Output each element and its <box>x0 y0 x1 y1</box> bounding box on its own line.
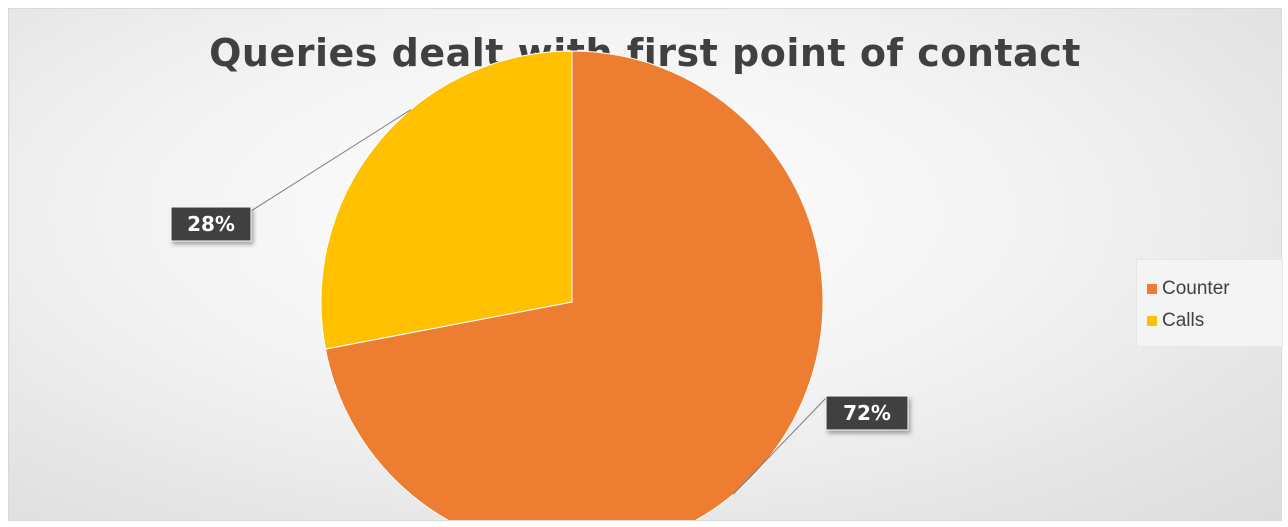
pie-slice-counter <box>324 50 824 520</box>
legend-item-counter: Counter <box>1147 277 1230 301</box>
legend-label-counter: Counter <box>1162 278 1230 299</box>
legend-item-calls: Calls <box>1147 309 1204 333</box>
data-label-calls: 28% <box>187 212 235 236</box>
chart-legend: Counter Calls <box>1136 259 1283 347</box>
chart-area: Queries dealt with first point of contac… <box>8 8 1283 521</box>
legend-swatch-counter <box>1147 284 1157 294</box>
leader-line-counter <box>732 397 827 495</box>
pie-slice-calls <box>320 50 573 350</box>
legend-swatch-calls <box>1147 316 1157 326</box>
data-label-box-calls <box>170 206 252 242</box>
leader-line-calls <box>250 109 411 212</box>
data-label-box-counter <box>825 395 909 431</box>
pie-chart: 72% 28% <box>170 50 909 520</box>
legend-label-calls: Calls <box>1162 310 1205 331</box>
data-label-counter: 72% <box>843 401 891 425</box>
